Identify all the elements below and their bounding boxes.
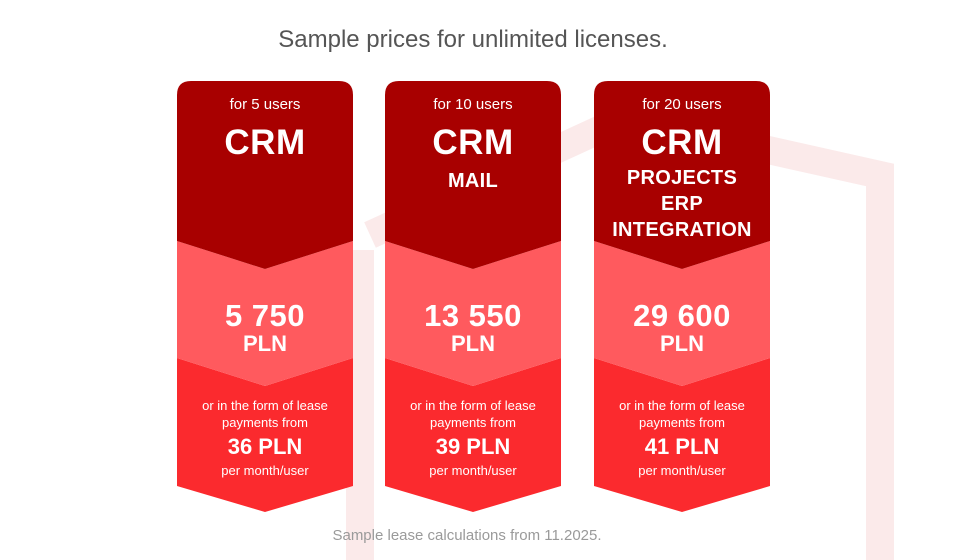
lease-text-line-1: or in the form of lease <box>202 398 328 413</box>
price-currency: PLN <box>660 331 704 356</box>
price-card-10-users: for 10 users CRM MAIL 13 550 PLN or in t… <box>385 81 561 512</box>
product-name: CRM <box>224 123 306 162</box>
page-title: Sample prices for unlimited licenses. <box>278 26 668 53</box>
lease-text-line-2: payments from <box>639 415 725 430</box>
product-name: CRM <box>432 123 514 162</box>
card-shape <box>177 81 353 512</box>
user-count-label: for 5 users <box>229 96 301 113</box>
per-month-user-label: per month/user <box>638 463 726 478</box>
lease-text-line-2: payments from <box>222 415 308 430</box>
price-currency: PLN <box>451 331 495 356</box>
module-name-integration: INTEGRATION <box>612 219 752 241</box>
lease-footnote: Sample lease calculations from 11.2025. <box>332 527 602 544</box>
module-name-mail: MAIL <box>447 170 499 192</box>
card-shape <box>385 81 561 512</box>
price-value: 5 750 <box>224 298 306 333</box>
monthly-price: 36 PLN <box>227 434 303 459</box>
module-name-projects: PROJECTS <box>626 167 738 189</box>
price-currency: PLN <box>243 331 287 356</box>
monthly-price: 41 PLN <box>644 434 720 459</box>
price-card-20-users: for 20 users CRM PROJECTS ERP INTEGRATIO… <box>594 81 770 512</box>
per-month-user-label: per month/user <box>429 463 517 478</box>
lease-text-line-1: or in the form of lease <box>410 398 536 413</box>
lease-text-line-2: payments from <box>430 415 516 430</box>
price-card-5-users: for 5 users CRM 5 750 PLN or in the form… <box>177 81 353 512</box>
module-name-erp: ERP <box>660 193 704 215</box>
user-count-label: for 20 users <box>642 96 722 113</box>
price-value: 13 550 <box>424 298 522 333</box>
user-count-label: for 10 users <box>433 96 513 113</box>
lease-text-line-1: or in the form of lease <box>619 398 745 413</box>
product-name: CRM <box>641 123 723 162</box>
card-shape <box>594 81 770 512</box>
per-month-user-label: per month/user <box>221 463 309 478</box>
monthly-price: 39 PLN <box>435 434 511 459</box>
price-value: 29 600 <box>633 298 731 333</box>
